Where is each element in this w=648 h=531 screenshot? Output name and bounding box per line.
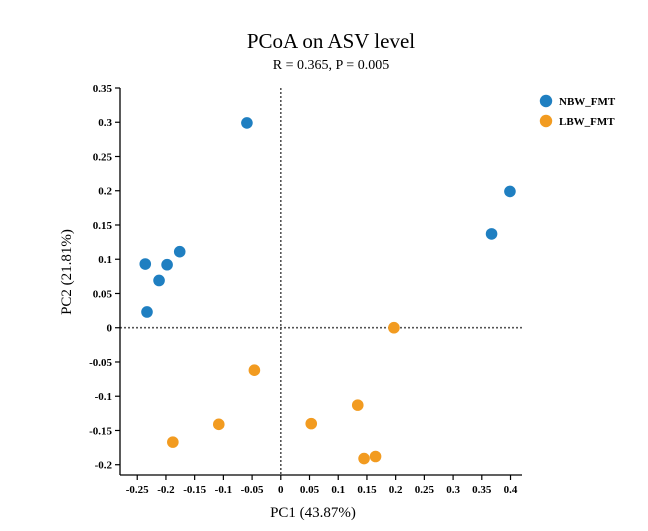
x-tick-label: 0.1	[331, 484, 345, 496]
x-tick-label: -0.25	[126, 484, 149, 496]
series-nbw-fmt	[139, 117, 516, 318]
x-tick-label: -0.1	[215, 484, 232, 496]
x-tick-label: 0.25	[415, 484, 435, 496]
data-point	[369, 450, 382, 463]
y-tick-label: 0.1	[98, 254, 112, 266]
y-tick-label: 0.3	[98, 117, 112, 129]
chart-title: PCoA on ASV level	[247, 29, 415, 53]
x-tick-label: 0.35	[472, 484, 492, 496]
data-point	[358, 452, 370, 465]
series-lbw-fmt	[167, 321, 400, 465]
data-point	[161, 258, 173, 271]
x-tick-label: 0.3	[446, 484, 460, 496]
chart-subtitle: R = 0.365, P = 0.005	[273, 58, 389, 73]
data-point	[173, 245, 186, 258]
data-points	[139, 117, 516, 465]
data-point	[351, 399, 364, 411]
data-point	[485, 228, 498, 240]
legend-label: NBW_FMT	[559, 96, 616, 108]
y-axis-title: PC2 (21.81%)	[59, 229, 75, 315]
y-tick-label: 0.25	[93, 151, 113, 163]
data-point	[212, 418, 225, 431]
x-axis-title: PC1 (43.87%)	[270, 505, 356, 521]
y-tick-label: -0.2	[95, 460, 113, 472]
x-tick-label: 0.15	[357, 484, 377, 496]
data-point	[167, 436, 179, 448]
x-tick-label: 0.4	[504, 484, 518, 496]
x-tick-label: 0.2	[389, 484, 403, 496]
data-point	[388, 321, 400, 334]
y-tick-label: -0.1	[95, 391, 112, 403]
x-tick-label: 0	[278, 484, 284, 496]
data-point	[139, 258, 152, 270]
data-point	[248, 364, 261, 377]
y-tick-label: -0.05	[89, 357, 112, 369]
legend-label: LBW_FMT	[559, 116, 615, 128]
y-tick-label: 0	[107, 323, 113, 335]
y-tick-label: 0.05	[93, 288, 113, 300]
y-tick-label: -0.15	[89, 425, 112, 437]
legend-marker	[539, 94, 553, 108]
x-tick-label: 0.05	[300, 484, 320, 496]
y-tick-label: 0.35	[93, 83, 113, 95]
legend-marker	[539, 114, 553, 128]
data-point	[241, 117, 253, 129]
reference-lines	[120, 88, 522, 475]
x-tick-label: -0.15	[183, 484, 206, 496]
x-tick-label: -0.05	[241, 484, 264, 496]
data-point	[153, 274, 165, 287]
axes: 0.35 0.3 0.25 0.2 0.15 0.1 0.05 0 -0.05 -0.1 -0.15…	[89, 83, 522, 496]
legend: NBW_FMT LBW_FMT	[539, 94, 616, 128]
data-point	[305, 417, 318, 430]
x-tick-label: -0.2	[157, 484, 175, 496]
y-tick-label: 0.2	[98, 186, 112, 198]
data-point	[141, 306, 153, 318]
y-tick-label: 0.15	[93, 220, 113, 232]
data-point	[504, 185, 516, 198]
